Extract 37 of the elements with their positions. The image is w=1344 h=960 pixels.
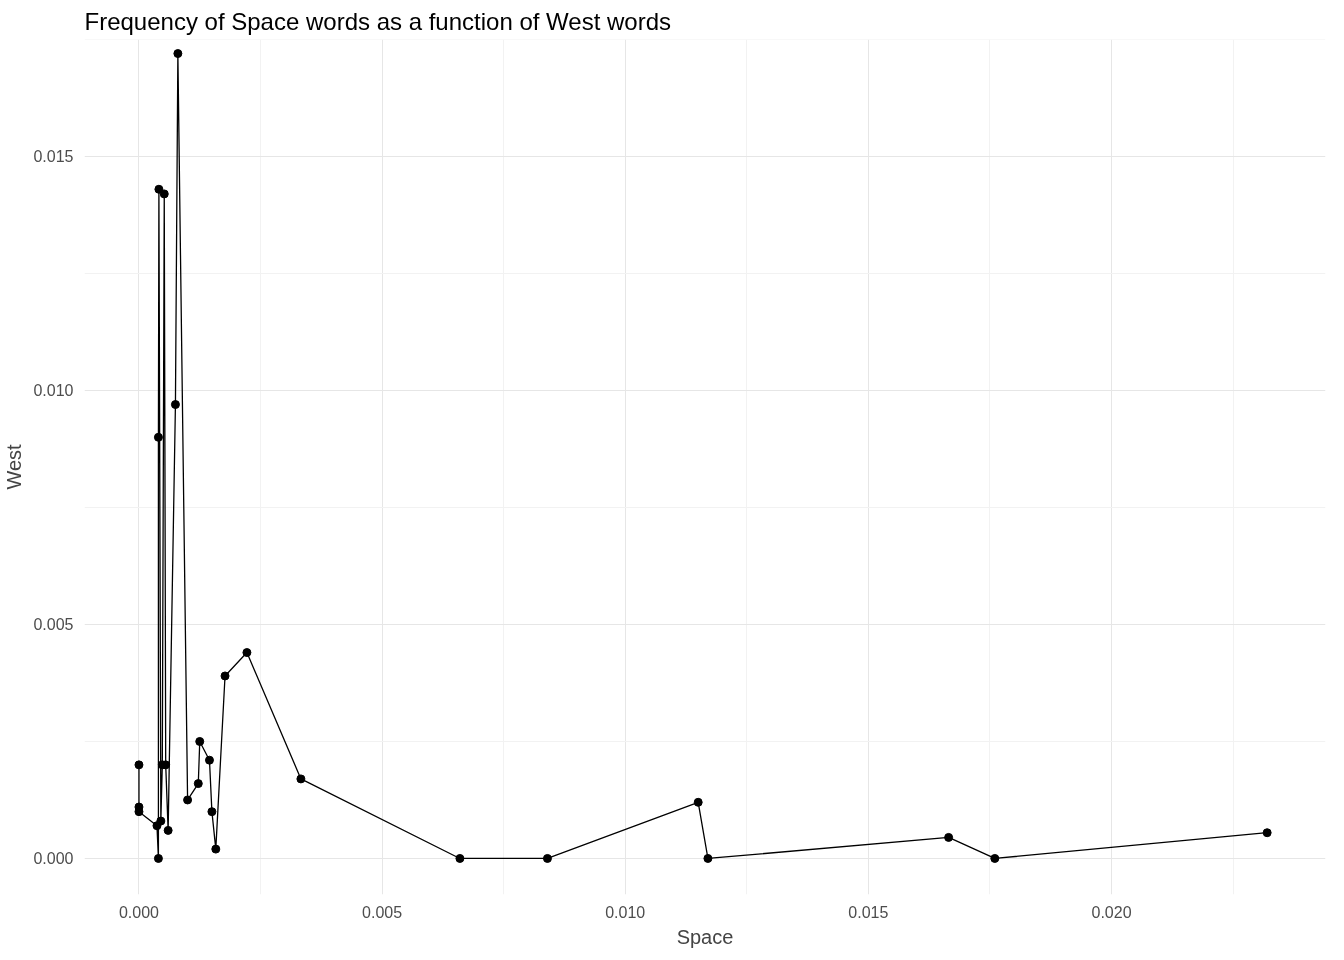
point	[153, 432, 163, 442]
y-tick-label: 0.005	[33, 616, 74, 634]
point	[195, 736, 205, 746]
y-axis-title: West	[3, 443, 26, 490]
point	[207, 807, 217, 817]
point	[156, 816, 166, 826]
point	[703, 853, 713, 863]
point	[193, 779, 203, 789]
point	[242, 648, 252, 658]
point	[542, 853, 552, 863]
point	[211, 844, 221, 854]
y-tick-label: 0.000	[33, 850, 74, 868]
chart-title: Frequency of Space words as a function of West words	[84, 7, 672, 35]
point	[204, 755, 214, 765]
point	[159, 189, 169, 199]
point	[693, 797, 703, 807]
point	[154, 184, 164, 194]
point	[1262, 828, 1272, 838]
x-tick-label: 0.015	[848, 903, 889, 921]
x-tick-label: 0.000	[118, 903, 160, 921]
point	[170, 400, 180, 410]
x-tick-label: 0.005	[362, 903, 403, 921]
point	[455, 853, 465, 863]
point	[163, 825, 173, 835]
point	[183, 795, 193, 805]
point	[990, 853, 1000, 863]
x-axis-title: Space	[676, 925, 734, 948]
point	[944, 832, 954, 842]
point	[173, 49, 183, 59]
point	[220, 671, 230, 681]
y-tick-label: 0.010	[33, 382, 74, 400]
point	[296, 774, 306, 784]
y-tick-label: 0.015	[33, 148, 74, 166]
point	[134, 760, 144, 770]
x-tick-label: 0.010	[605, 903, 646, 921]
x-tick-label: 0.020	[1091, 903, 1132, 921]
point	[153, 853, 163, 863]
